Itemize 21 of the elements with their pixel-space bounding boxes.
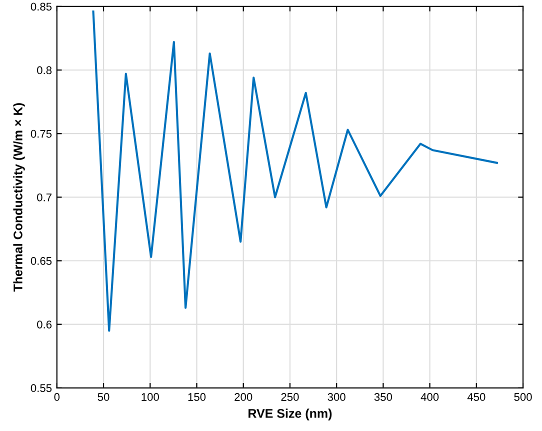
y-tick-label: 0.6 bbox=[37, 320, 52, 328]
x-tick-label: 300 bbox=[328, 393, 346, 401]
x-tick-label: 150 bbox=[188, 393, 206, 401]
y-tick-label: 0.8 bbox=[37, 66, 52, 74]
y-tick-label: 0.65 bbox=[30, 257, 52, 265]
x-tick-label: 50 bbox=[98, 393, 110, 401]
x-tick-label: 200 bbox=[234, 393, 252, 401]
y-axis-title: Thermal Conductivity (W/m × K) bbox=[13, 103, 25, 292]
x-tick-label: 400 bbox=[420, 393, 439, 401]
x-tick-label: 100 bbox=[142, 393, 159, 401]
y-tick-label: 0.75 bbox=[30, 130, 52, 138]
x-tick-label: 450 bbox=[467, 393, 486, 401]
x-tick-label: 350 bbox=[374, 393, 392, 401]
x-axis-title: RVE Size (nm) bbox=[248, 408, 332, 420]
x-tick-label: 0 bbox=[54, 393, 60, 401]
x-tick-label: 500 bbox=[514, 393, 532, 401]
line-series bbox=[92, 10, 498, 332]
y-tick-label: 0.7 bbox=[37, 193, 52, 202]
y-tick-label: 0.55 bbox=[30, 384, 52, 392]
y-tick-label: 0.85 bbox=[30, 2, 52, 11]
x-tick-label: 250 bbox=[281, 393, 299, 401]
